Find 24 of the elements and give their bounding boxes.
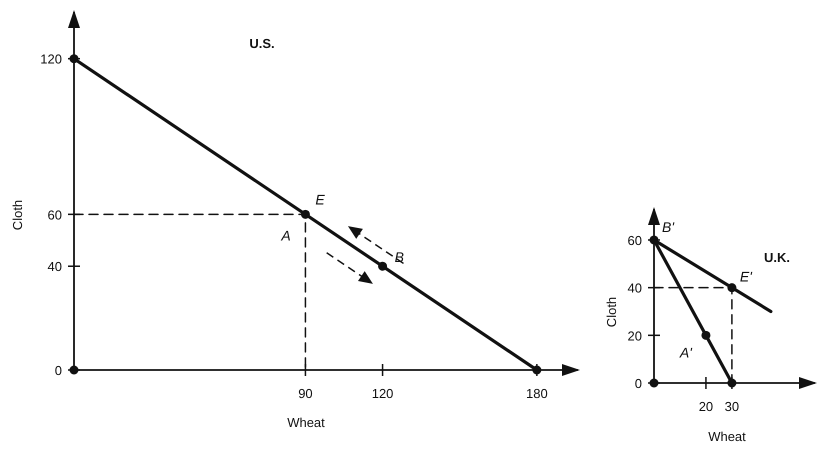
x-tick-label: 120 — [372, 386, 394, 401]
text: U.K. — [764, 250, 790, 265]
x-axis-title: Wheat — [287, 415, 326, 430]
y-axis-title: Cloth — [604, 296, 619, 328]
annotation: E' — [740, 268, 754, 285]
annotation: A' — [678, 344, 694, 360]
y-tick-label: 60 — [48, 207, 62, 222]
x-axis-title: Wheat — [708, 429, 746, 444]
y-tick-label: 60 — [628, 232, 642, 248]
y-tick-label: 20 — [628, 328, 642, 344]
text: U.S. — [249, 36, 275, 51]
annotation: E — [315, 191, 326, 208]
annotation: A — [280, 227, 291, 244]
y-tick-label: 40 — [48, 259, 62, 274]
x-tick-label: 180 — [526, 386, 548, 401]
y-tick-label: 0 — [634, 376, 642, 391]
y-tick-label: 40 — [628, 280, 642, 296]
y-tick-label: 0 — [54, 363, 62, 378]
x-tick-label: 90 — [298, 386, 313, 401]
y-tick-label: 120 — [40, 52, 62, 67]
y-axis-title: Cloth — [10, 200, 25, 230]
annotation: B' — [662, 218, 676, 235]
x-tick-label: 30 — [724, 399, 740, 414]
annotation: B — [394, 249, 404, 266]
